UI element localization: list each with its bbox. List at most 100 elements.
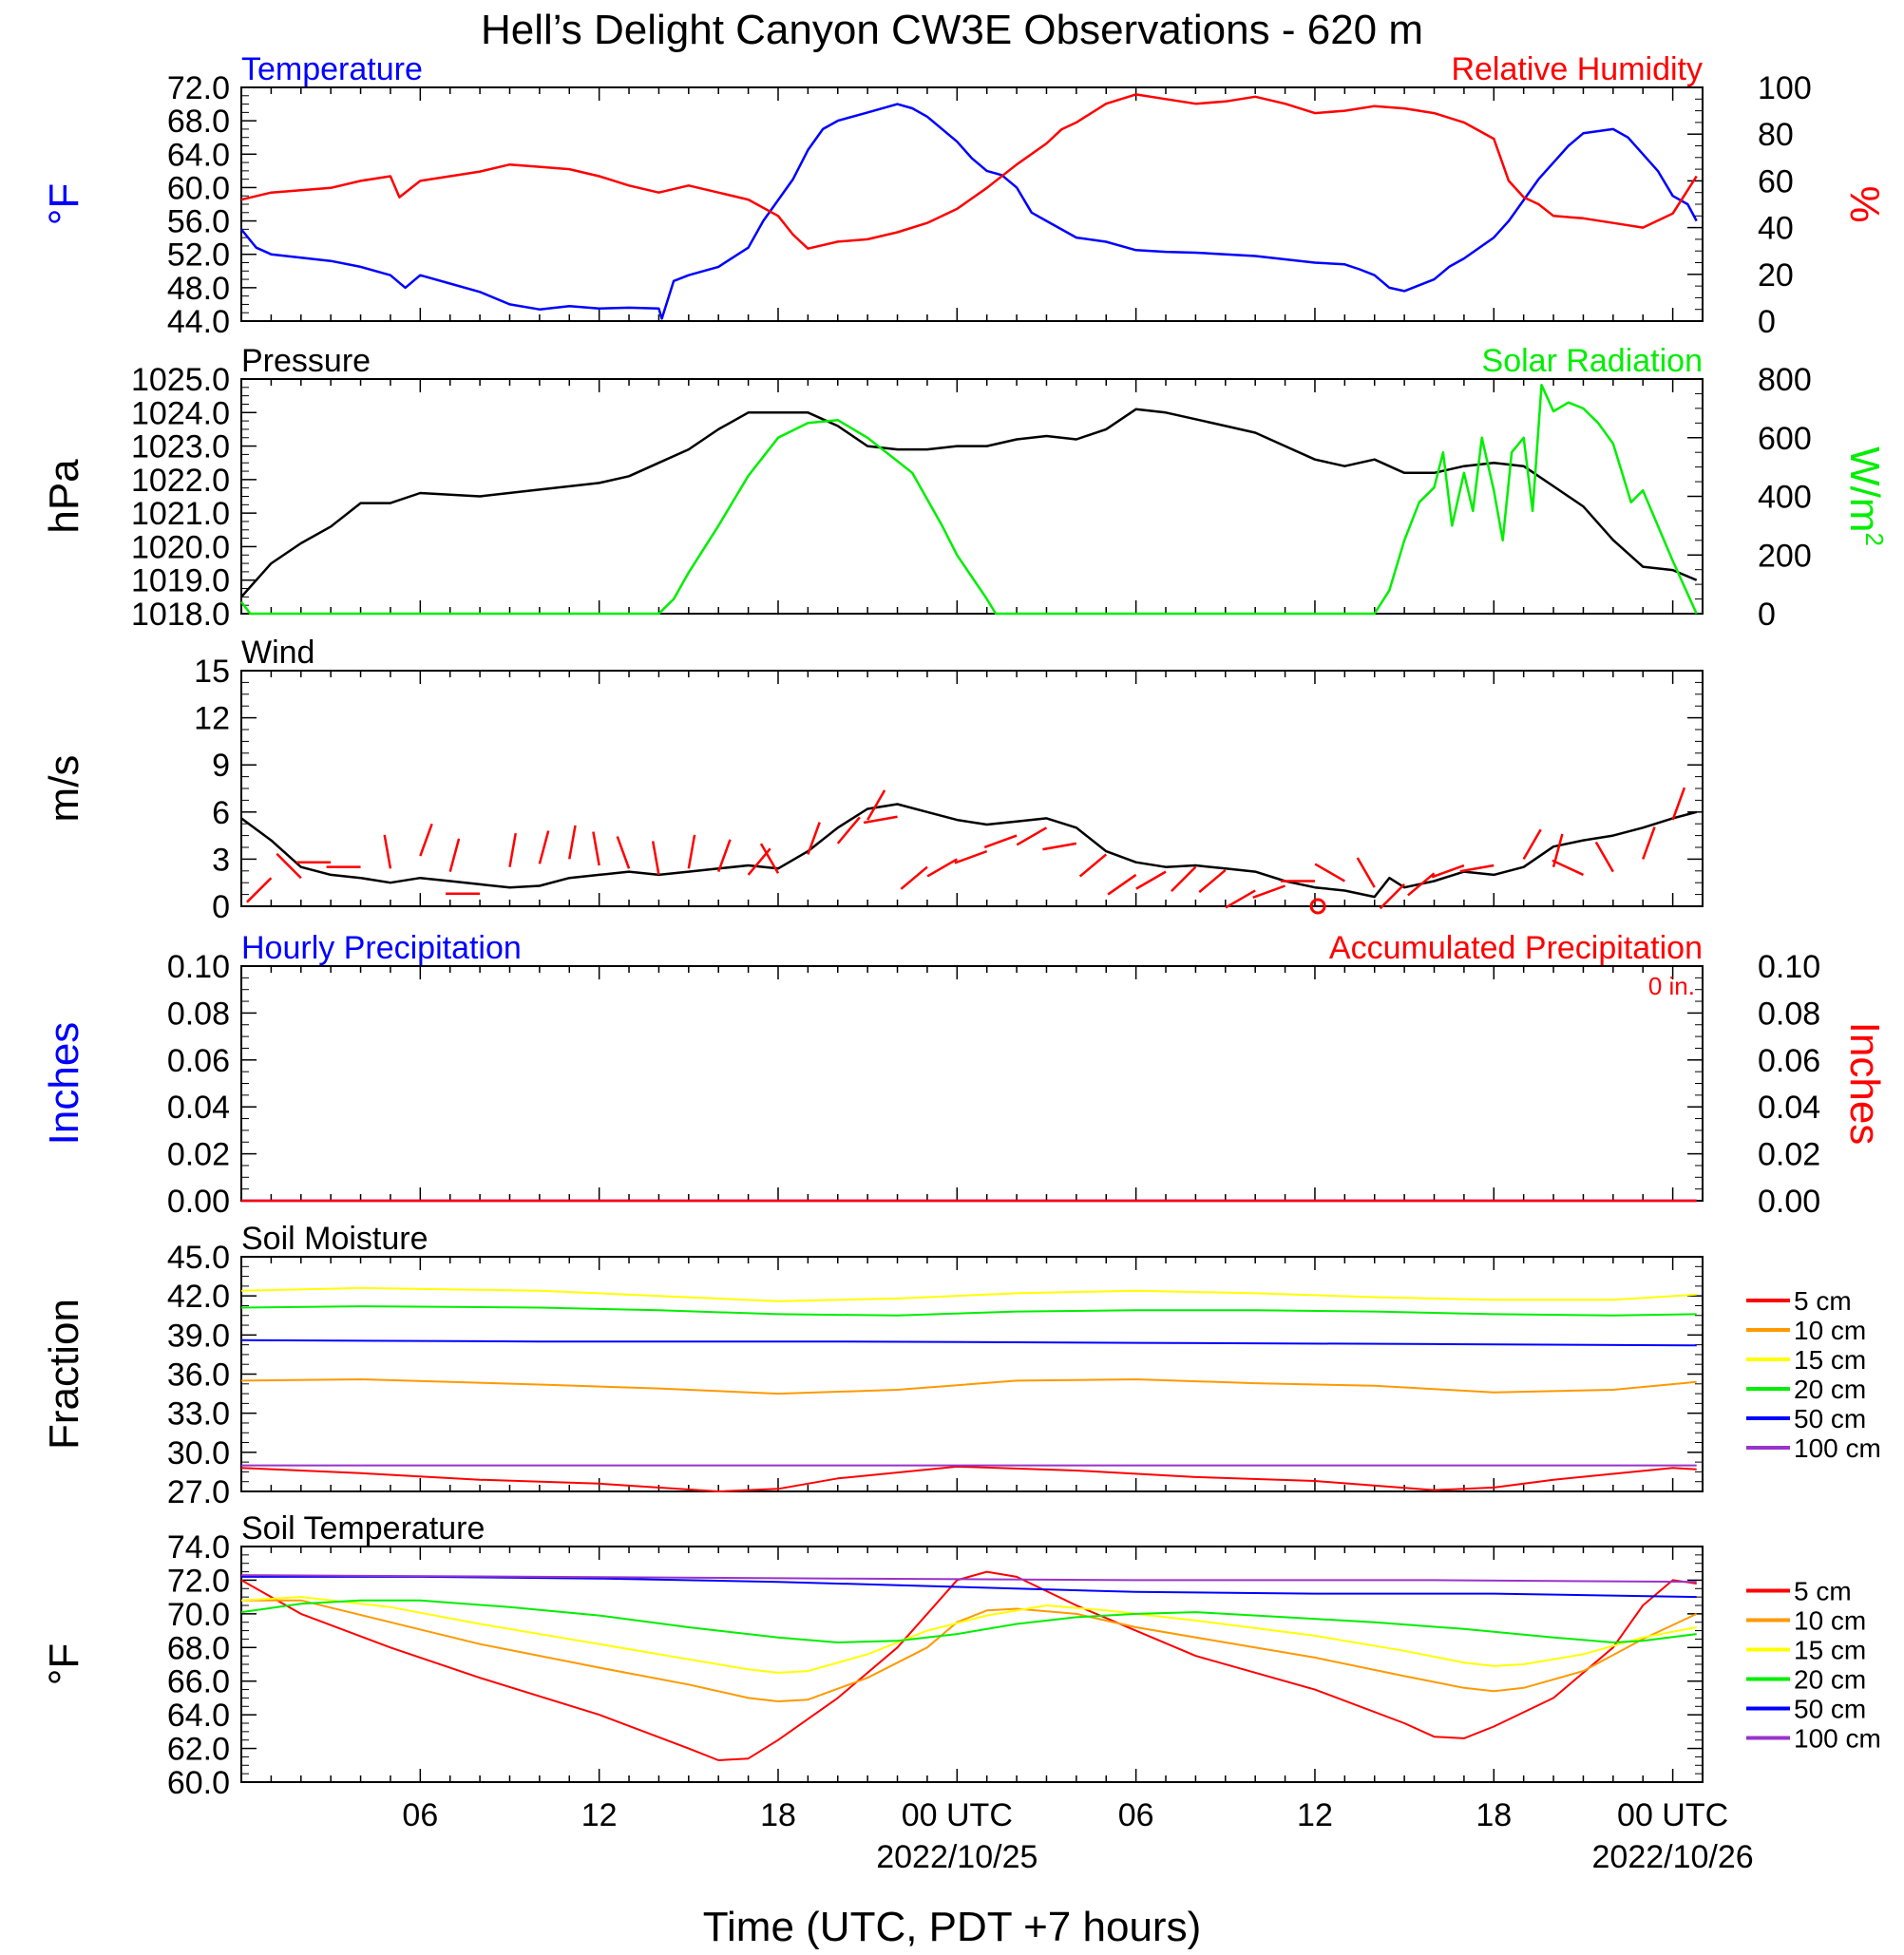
series-line-solar-radiation	[240, 383, 1698, 616]
y-right-tick-label: 0.04	[1758, 1090, 1820, 1126]
y-right-tick-label: 0	[1758, 304, 1776, 340]
series-line-20-cm	[240, 1305, 1697, 1317]
y-tick-label: 60.0	[167, 1765, 230, 1801]
panel-soil-temperature: 60.062.064.066.068.070.072.074.0 Soil Tem…	[41, 1510, 1881, 1801]
wind-barb	[866, 789, 886, 821]
panel-left-title: Soil Temperature	[241, 1510, 485, 1547]
y-right-tick-label: 200	[1758, 538, 1812, 574]
series-line-100-cm	[240, 1574, 1697, 1584]
wind-barb	[508, 832, 517, 867]
panel-right-title: Relative Humidity	[1451, 51, 1703, 87]
wind-barb	[1135, 870, 1167, 890]
y-tick-label: 36.0	[167, 1357, 230, 1394]
panel-left-title: Soil Moisture	[241, 1221, 428, 1257]
y-tick-label: 66.0	[167, 1664, 230, 1700]
y-tick-label: 1019.0	[131, 563, 230, 599]
y-axis-label: Inches	[41, 1022, 87, 1146]
y-tick-label: 0.02	[167, 1137, 230, 1173]
y-tick-label: 64.0	[167, 137, 230, 173]
x-tick-label: 00 UTC	[1617, 1797, 1728, 1833]
panel-left-title: Temperature	[241, 51, 423, 87]
wind-barb	[592, 831, 600, 866]
y-tick-label: 70.0	[167, 1597, 230, 1633]
y-tick-label: 0.00	[167, 1184, 230, 1220]
x-tick-label: 00 UTC	[902, 1797, 1013, 1833]
y-tick-label: 15	[194, 654, 230, 690]
series-line-relative-humidity	[240, 93, 1698, 250]
series-line-15-cm	[240, 1286, 1697, 1302]
wind-barb	[1671, 787, 1686, 821]
wind-barb	[538, 830, 550, 864]
legend-label: 15 cm	[1794, 1636, 1866, 1665]
panel-right-title: Solar Radiation	[1482, 343, 1703, 379]
wind-barb	[568, 825, 577, 860]
wind-barb	[1314, 863, 1345, 883]
x-tick-label: 12	[581, 1797, 618, 1833]
y-right-tick-label: 0.08	[1758, 996, 1820, 1032]
legend-label: 20 cm	[1794, 1665, 1866, 1695]
wind-barb	[900, 865, 928, 890]
y-tick-label: 0.08	[167, 996, 230, 1032]
y-tick-label: 1020.0	[131, 529, 230, 565]
y-tick-label: 52.0	[167, 237, 230, 274]
y-right-axis-label: %	[1841, 185, 1888, 222]
wind-barb	[687, 834, 696, 869]
y-tick-label: 60.0	[167, 170, 230, 206]
wind-barb	[1642, 826, 1656, 860]
y-tick-label: 30.0	[167, 1435, 230, 1471]
series-line-15-cm	[240, 1596, 1697, 1674]
series-line-pressure	[240, 408, 1698, 598]
calm-wind-marker	[1309, 898, 1326, 915]
wind-barb	[1356, 857, 1376, 888]
legend-label: 100 cm	[1794, 1724, 1881, 1754]
y-right-tick-label: 800	[1758, 362, 1812, 398]
y-right-tick-label: 600	[1758, 421, 1812, 457]
y-tick-label: 0.04	[167, 1090, 230, 1126]
y-axis-label: Fraction	[41, 1299, 87, 1450]
y-right-axis-label-superscript: 2	[1860, 532, 1889, 545]
wind-barb	[419, 823, 433, 857]
y-tick-label: 62.0	[167, 1732, 230, 1768]
series-line-20-cm	[240, 1599, 1697, 1643]
plot-frame	[240, 965, 1704, 1202]
x-tick-label: 06	[402, 1797, 438, 1833]
y-tick-label: 12	[194, 701, 230, 737]
y-right-tick-label: 0.10	[1758, 949, 1820, 985]
y-tick-label: 68.0	[167, 104, 230, 140]
series-line-temperature	[240, 103, 1698, 320]
y-right-tick-label: 80	[1758, 117, 1794, 153]
y-tick-label: 42.0	[167, 1279, 230, 1315]
legend-label: 5 cm	[1794, 1286, 1852, 1316]
panels: 44.048.052.056.060.064.068.072.002040608…	[41, 51, 1889, 1875]
wind-barb	[1107, 873, 1137, 896]
y-tick-label: 1021.0	[131, 496, 230, 532]
wind-barb	[651, 841, 660, 876]
wind-barb	[1252, 884, 1285, 899]
panel-pressure-solar-radiation: 1018.01019.01020.01021.01022.01023.01024…	[41, 343, 1889, 633]
y-axis-label: hPa	[41, 459, 87, 534]
x-tick-label: 06	[1118, 1797, 1154, 1833]
y-tick-label: 45.0	[167, 1240, 230, 1276]
wind-barb	[1198, 869, 1227, 894]
wind-barb	[383, 834, 392, 869]
wind-barb	[836, 816, 861, 845]
wind-barb	[1171, 865, 1197, 893]
series-line-5-cm	[240, 1570, 1697, 1761]
wind-barb	[1459, 864, 1495, 873]
y-tick-label: 27.0	[167, 1474, 230, 1510]
wind-barb	[863, 815, 898, 825]
y-tick-label: 0.06	[167, 1043, 230, 1079]
y-tick-label: 44.0	[167, 304, 230, 340]
legend-label: 20 cm	[1794, 1375, 1866, 1404]
wind-barb	[1379, 883, 1406, 910]
wind-barb	[1078, 853, 1108, 878]
y-tick-label: 1023.0	[131, 429, 230, 465]
wind-barb	[1407, 872, 1436, 897]
panel-precipitation: 0.00 0.02 0.04 0.06 0.08 0.10 0.00 0.02 0.04 0.06…	[41, 930, 1888, 1220]
y-right-axis-label: W/m2	[1841, 446, 1889, 546]
y-tick-label: 56.0	[167, 204, 230, 240]
series-line-5-cm	[240, 1465, 1697, 1492]
wind-barb	[448, 838, 461, 872]
y-right-tick-label: 60	[1758, 163, 1794, 199]
